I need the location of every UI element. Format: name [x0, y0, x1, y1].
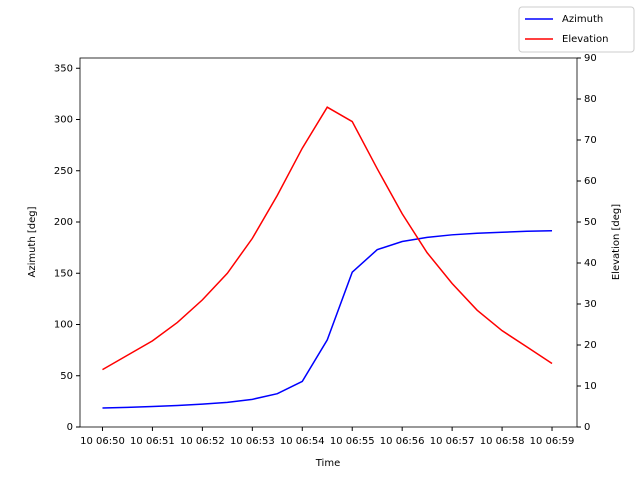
- legend-label: Azimuth: [562, 14, 603, 25]
- x-tick-label: 10 06:59: [530, 436, 575, 447]
- y2-tick-label: 90: [584, 53, 597, 64]
- x-tick-label: 10 06:55: [330, 436, 375, 447]
- y2-tick-label: 10: [584, 381, 597, 392]
- y-tick-label: 300: [54, 115, 73, 126]
- y-tick-label: 100: [54, 320, 73, 331]
- y2-tick-label: 60: [584, 176, 597, 187]
- y-tick-label: 250: [54, 166, 73, 177]
- x-tick-label: 10 06:57: [430, 436, 475, 447]
- x-tick-label: 10 06:51: [130, 436, 175, 447]
- series-line: [102, 106, 553, 371]
- y2-tick-label: 30: [584, 299, 597, 310]
- y-axis-label: Azimuth [deg]: [27, 206, 38, 277]
- y-tick-label: 50: [60, 371, 73, 382]
- x-tick-label: 10 06:52: [180, 436, 225, 447]
- y2-tick-label: 50: [584, 217, 597, 228]
- y-tick-label: 150: [54, 268, 73, 279]
- y-tick-label: 200: [54, 217, 73, 228]
- x-tick-label: 10 06:53: [230, 436, 275, 447]
- y-tick-label: 350: [54, 63, 73, 74]
- y2-axis-label: Elevation [deg]: [611, 204, 622, 280]
- x-tick-label: 10 06:54: [280, 436, 325, 447]
- x-axis-label: Time: [315, 458, 340, 469]
- y-tick-label: 0: [67, 422, 73, 433]
- y2-tick-label: 20: [584, 340, 597, 351]
- y2-tick-label: 40: [584, 258, 597, 269]
- legend-label: Elevation: [562, 34, 608, 45]
- series-line: [102, 229, 553, 409]
- y2-tick-label: 0: [584, 422, 590, 433]
- y2-tick-label: 80: [584, 94, 597, 105]
- x-tick-label: 10 06:50: [80, 436, 125, 447]
- plot-frame: [79, 57, 578, 428]
- x-tick-label: 10 06:56: [380, 436, 425, 447]
- x-tick-label: 10 06:58: [480, 436, 525, 447]
- y2-tick-label: 70: [584, 135, 597, 146]
